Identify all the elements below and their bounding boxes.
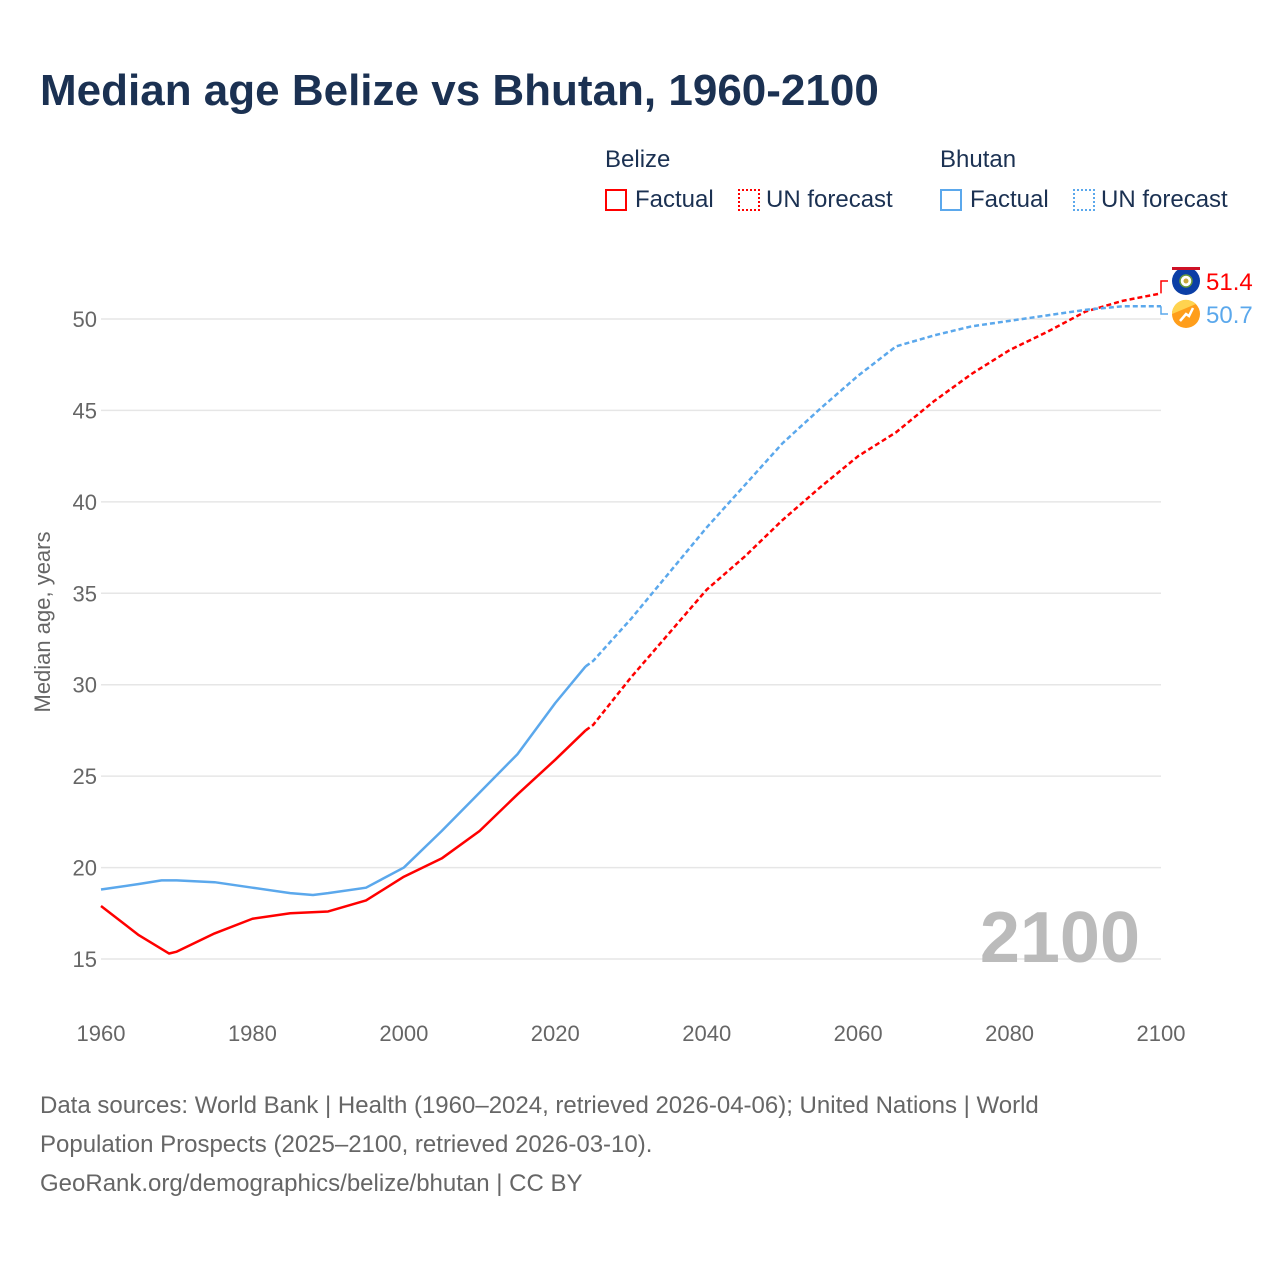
x-tick-label: 2020 [531,1021,580,1046]
footer-link[interactable]: GeoRank.org/demographics/belize/bhutan |… [40,1170,583,1197]
y-tick-label: 40 [73,490,97,515]
y-tick-label: 35 [73,581,97,606]
chart-title: Median age Belize vs Bhutan, 1960-2100 [40,66,879,115]
x-tick-label: 2080 [985,1021,1034,1046]
flag-half [1171,299,1196,314]
y-axis-label: Median age, years [30,532,55,713]
year-watermark: 2100 [980,898,1140,978]
legend-bhutan-forecast[interactable]: UN forecast [1073,186,1228,214]
x-tick-label: 1960 [77,1021,126,1046]
line-bhutan-forecast [584,304,1161,668]
legend-swatch-solid [605,189,627,211]
legend-swatch-solid [940,189,962,211]
y-tick-label: 15 [73,947,97,972]
x-tick-label: 2060 [834,1021,883,1046]
y-tick-label: 45 [73,398,97,423]
flag-dragon [1179,307,1195,322]
flag-emblem-center [1183,278,1189,284]
line-bhutan-factual [100,665,587,897]
legend-label: Factual [635,186,714,213]
end-connector [1160,306,1168,315]
end-value-label: 51.4 [1206,269,1253,296]
end-value-label: 50.7 [1206,302,1253,329]
x-tick-label: 1980 [228,1021,277,1046]
x-tick-label: 2040 [682,1021,731,1046]
y-tick-label: 50 [73,307,97,332]
legend-group-bhutan: Bhutan [940,146,1017,173]
legend-belize-factual[interactable]: Factual [605,186,714,214]
footer: Data sources: World Bank | Health (1960–… [40,1086,1240,1203]
x-tick-label: 2000 [379,1021,428,1046]
line-belize-forecast [584,292,1162,732]
x-tick-label: 2100 [1137,1021,1186,1046]
line-belize-factual [100,729,587,955]
legend-belize-forecast[interactable]: UN forecast [738,186,893,214]
legend-label: Factual [970,186,1049,213]
footer-sources-2: Population Prospects (2025–2100, retriev… [40,1131,653,1158]
legend-label: UN forecast [1101,186,1228,213]
footer-sources-1: Data sources: World Bank | Health (1960–… [40,1092,1039,1119]
legend-swatch-dotted [738,189,760,211]
y-tick-label: 25 [73,764,97,789]
y-tick-label: 30 [73,673,97,698]
legend-group-belize: Belize [605,146,671,173]
legend-swatch-dotted [1073,189,1095,211]
end-connector [1160,280,1168,294]
legend-label: UN forecast [766,186,893,213]
legend-bhutan-factual[interactable]: Factual [940,186,1049,214]
flag-stripe [1172,267,1200,270]
y-tick-label: 20 [73,856,97,881]
